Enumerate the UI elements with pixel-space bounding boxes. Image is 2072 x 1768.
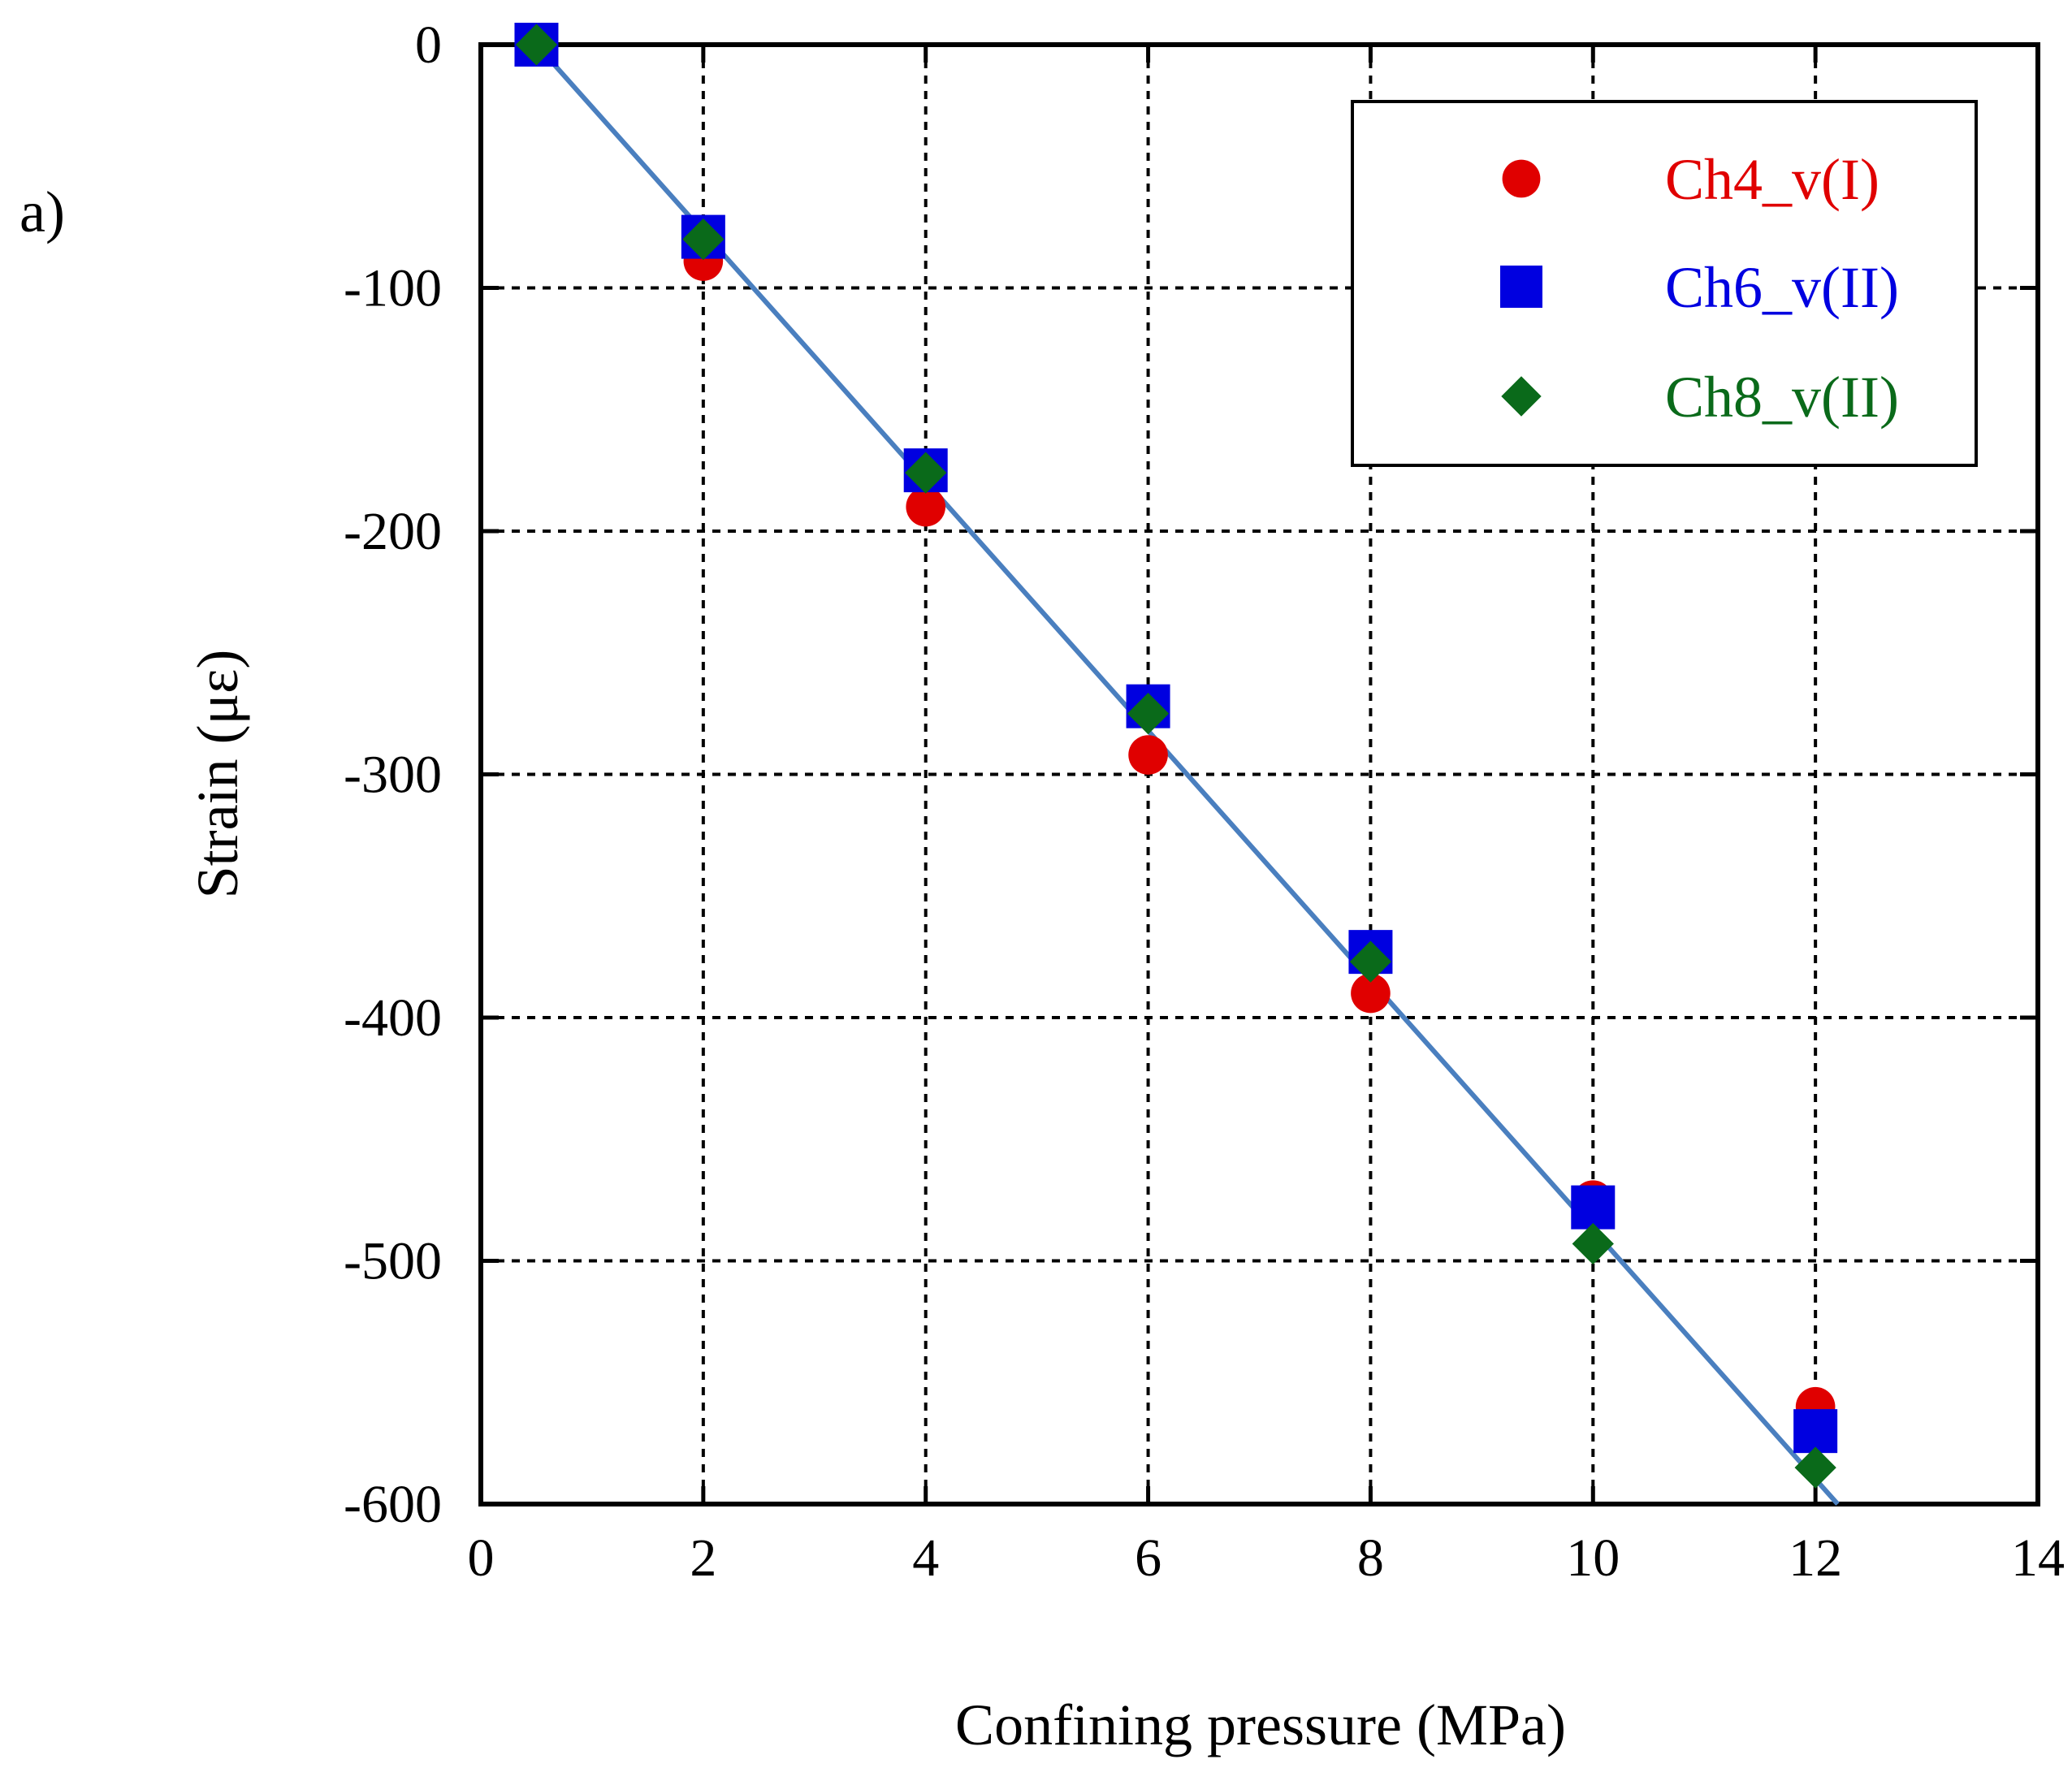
y-tick-label: -300 [344, 746, 442, 805]
data-point-square [1571, 1185, 1616, 1230]
data-point-diamond [515, 24, 558, 66]
x-tick-label: 0 [468, 1528, 495, 1588]
legend: Ch4_v(I) Ch6_v(II) Ch8_v(II) [1351, 100, 1978, 467]
x-tick-label: 10 [1566, 1528, 1620, 1588]
data-point-diamond [1794, 1446, 1836, 1489]
ticks-layer: 0 2 4 6 8 10 12 14 0 -100 -200 -300 -400 -500 -600 [344, 15, 2065, 1588]
legend-label: Ch8_v(II) [1665, 365, 1899, 430]
data-point-circle [906, 486, 946, 527]
x-tick-label: 4 [912, 1528, 939, 1588]
points-layer [514, 23, 1838, 1489]
data-point-square [1793, 1409, 1838, 1454]
x-tick-label: 12 [1789, 1528, 1842, 1588]
x-tick-label: 6 [1135, 1528, 1161, 1588]
panel-label: a) [19, 179, 65, 244]
legend-label: Ch6_v(II) [1665, 255, 1899, 320]
fit-line [534, 43, 1840, 1506]
data-point-diamond [1349, 940, 1392, 983]
y-tick-label: -200 [344, 502, 442, 561]
x-axis-title: Confining pressure (MPa) [955, 1692, 1566, 1757]
y-tick-label: 0 [415, 15, 442, 75]
data-point-diamond [905, 452, 947, 494]
data-point-diamond [682, 218, 725, 261]
x-tick-label: 2 [690, 1528, 716, 1588]
legend-marker-square [1500, 266, 1542, 308]
x-tick-label: 8 [1357, 1528, 1384, 1588]
legend-marker-diamond [1501, 376, 1542, 417]
y-tick-label: -500 [344, 1232, 442, 1291]
fit-layer [534, 43, 1840, 1506]
legend-label: Ch4_v(I) [1665, 147, 1880, 212]
y-tick-label: -600 [344, 1475, 442, 1534]
data-point-circle [1351, 973, 1391, 1014]
legend-marker-circle [1502, 159, 1541, 198]
x-tick-label: 14 [2011, 1528, 2065, 1588]
legend-items: Ch4_v(I) Ch6_v(II) Ch8_v(II) [1500, 147, 1899, 430]
y-tick-label: -400 [344, 988, 442, 1048]
y-tick-label: -100 [344, 259, 442, 318]
data-point-circle [1128, 735, 1168, 775]
legend-box [1351, 100, 1978, 467]
data-point-diamond [1572, 1222, 1614, 1265]
data-point-diamond [1127, 692, 1170, 735]
y-axis-title: Strain (με) [185, 650, 250, 899]
